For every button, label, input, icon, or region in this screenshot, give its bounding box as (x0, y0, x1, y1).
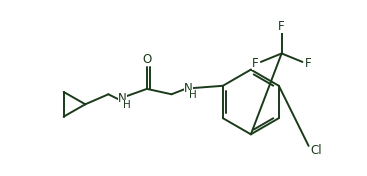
Text: F: F (305, 57, 311, 70)
Text: N: N (184, 82, 193, 95)
Text: F: F (278, 20, 285, 33)
Text: H: H (189, 90, 197, 100)
Text: Cl: Cl (310, 144, 322, 157)
Text: N: N (118, 92, 127, 105)
Text: H: H (123, 100, 131, 110)
Text: F: F (252, 57, 259, 70)
Text: O: O (142, 53, 152, 66)
